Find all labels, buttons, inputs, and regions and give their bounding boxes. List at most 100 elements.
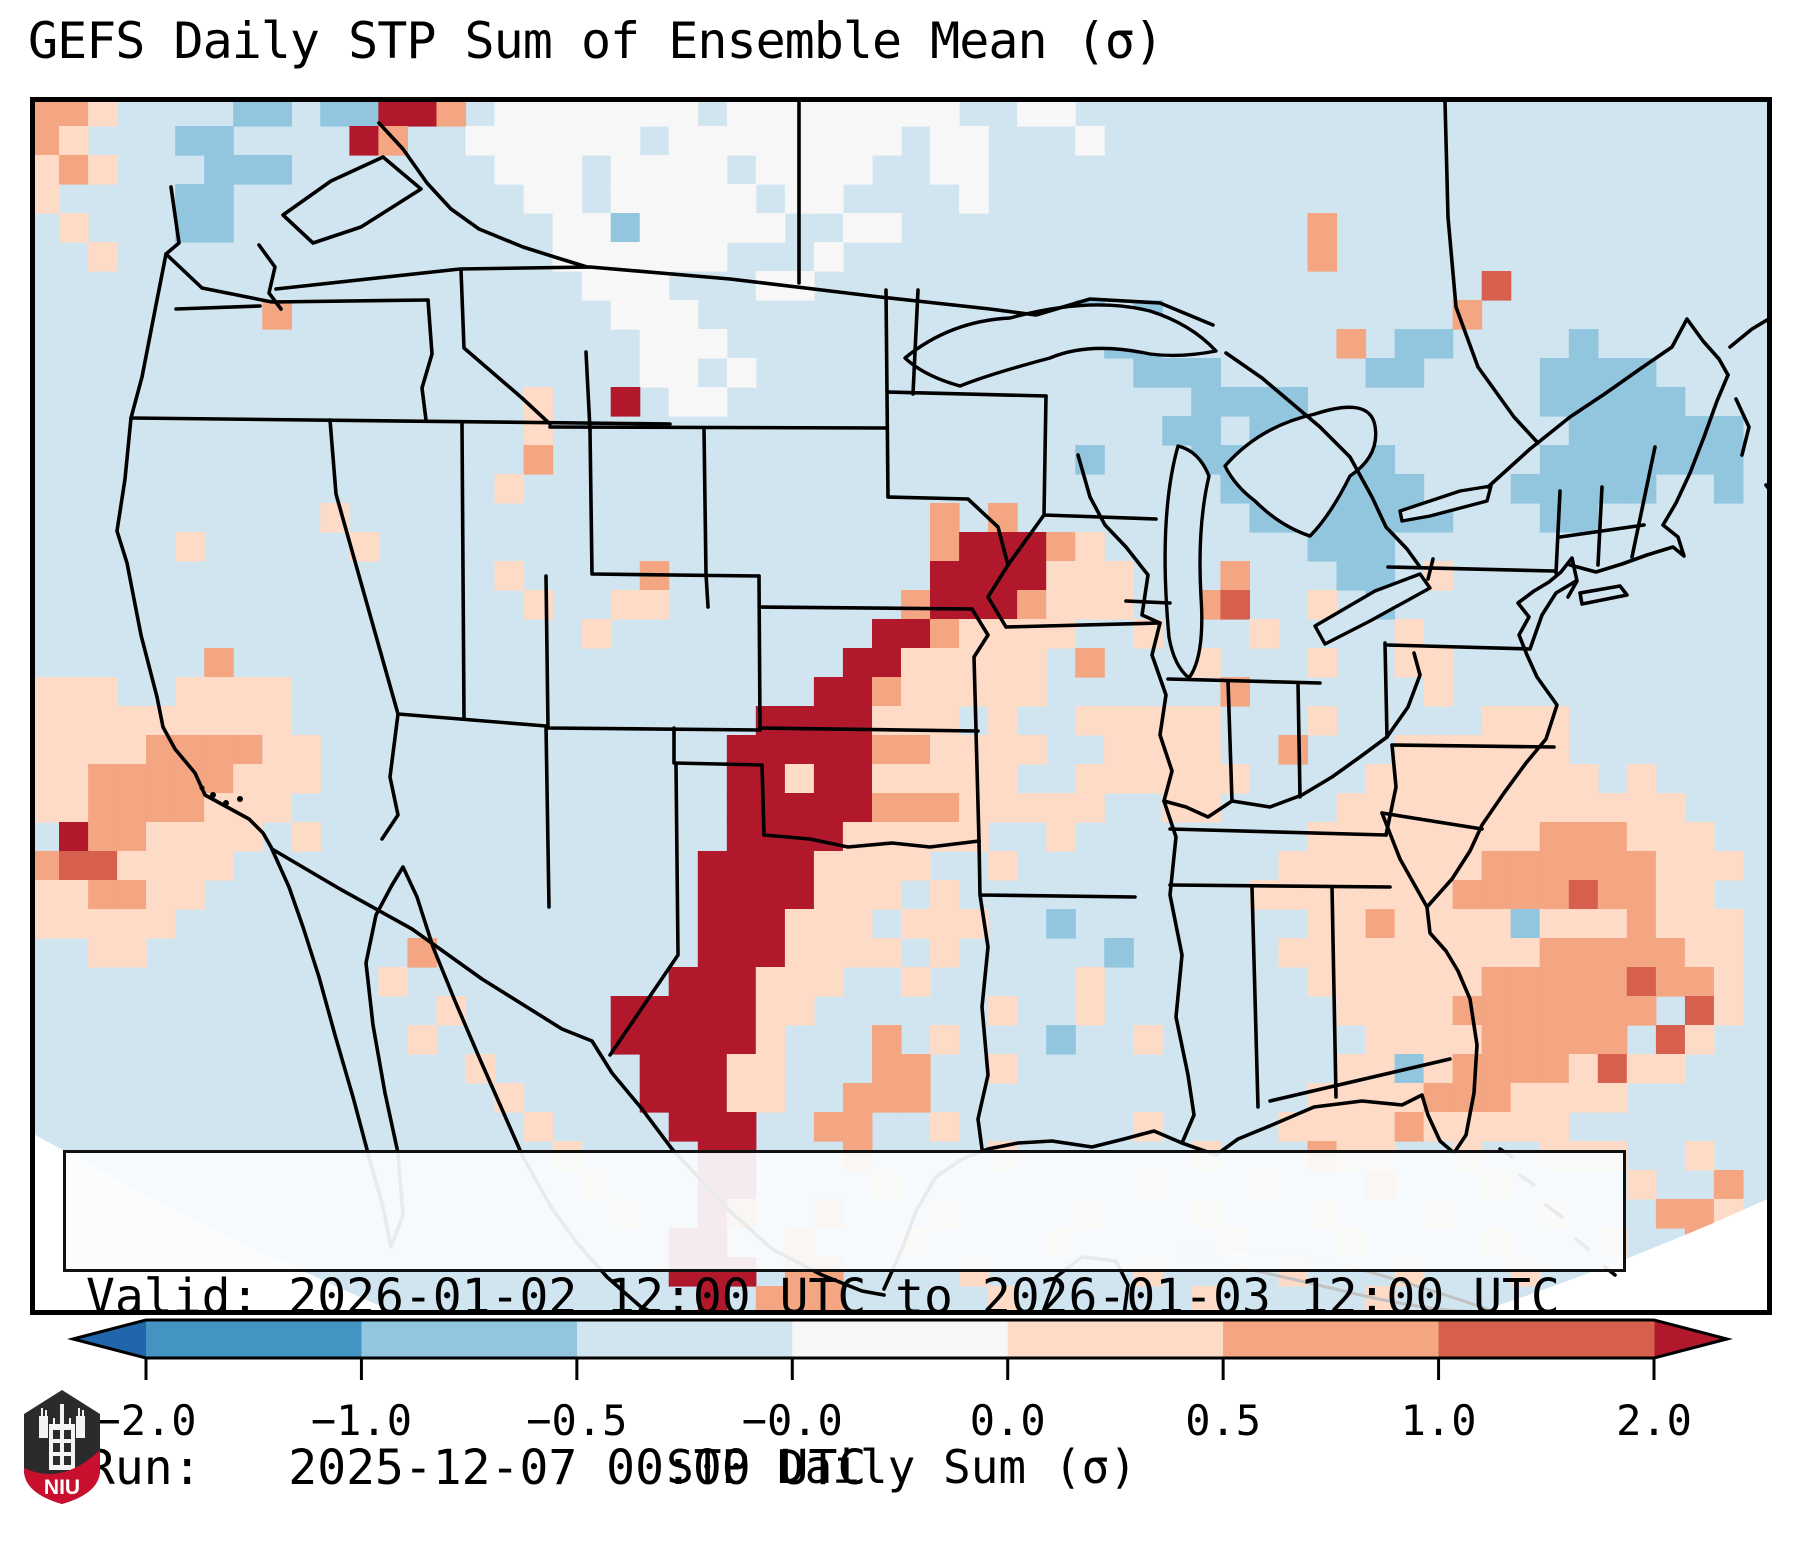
stp-cell — [901, 1054, 931, 1084]
stp-cell — [842, 1083, 873, 1113]
stp-cell — [784, 880, 815, 910]
stp-cell — [1539, 793, 1570, 823]
stp-cell — [930, 155, 960, 185]
stp-cell — [1336, 880, 1367, 910]
stp-cell — [726, 1025, 757, 1055]
state-line-tx-la — [976, 839, 1137, 1151]
stp-cell — [88, 706, 118, 736]
stp-cell — [1481, 1025, 1512, 1055]
stp-cell — [1046, 619, 1076, 649]
state-line-in-oh — [1166, 641, 1389, 799]
stp-cell — [1423, 677, 1454, 707]
stp-cell — [1626, 851, 1657, 881]
stp-cell — [1510, 851, 1541, 881]
stp-cell — [726, 1083, 757, 1113]
stp-cell — [1336, 1083, 1367, 1113]
stp-cell — [639, 242, 670, 272]
us-canada-border-lakes — [1224, 351, 1422, 569]
stp-cell — [639, 1083, 670, 1113]
stp-cell — [552, 184, 583, 214]
stp-cell — [842, 793, 873, 823]
stp-cell — [813, 735, 844, 765]
stp-cell — [610, 184, 641, 214]
colorbar-segment — [576, 1320, 793, 1358]
stp-cell — [755, 793, 786, 823]
stp-cell — [988, 677, 1018, 707]
colorbar — [67, 1318, 1733, 1380]
stp-cell — [1568, 880, 1599, 910]
stp-cell — [872, 822, 902, 852]
stp-cell — [668, 1025, 699, 1055]
stp-cell — [901, 677, 931, 707]
stp-cell — [407, 1025, 437, 1055]
stp-cell — [581, 619, 612, 649]
stp-cell — [1365, 996, 1396, 1026]
stp-cell — [523, 184, 554, 214]
stp-cell — [1075, 793, 1105, 823]
stp-cell — [988, 648, 1018, 678]
stp-cell — [1481, 880, 1512, 910]
stp-cell — [1046, 822, 1076, 852]
stp-cell — [668, 300, 699, 330]
stp-cell — [523, 445, 554, 475]
stp-cell — [1568, 909, 1599, 939]
state-line-tx-nm — [608, 763, 680, 1057]
stp-cell — [813, 880, 844, 910]
stp-cell — [1307, 822, 1338, 852]
stp-cell — [1597, 967, 1628, 997]
stp-cell — [262, 155, 292, 185]
stp-cell — [1336, 967, 1367, 997]
stp-cell — [901, 735, 931, 765]
bay-of-fundy — [1734, 397, 1751, 457]
stp-cell — [1423, 851, 1454, 881]
stp-cell — [959, 735, 989, 765]
stp-cell — [1075, 706, 1105, 736]
stp-cell — [988, 793, 1018, 823]
stp-cell — [1539, 1054, 1570, 1084]
stp-cell — [88, 938, 118, 968]
stp-cell — [1307, 242, 1338, 272]
us-canada-border-west — [274, 265, 1215, 327]
stp-cell — [378, 967, 408, 997]
stp-cell — [697, 155, 728, 185]
gulf-atlantic-coast — [882, 556, 1579, 1291]
stp-cell — [726, 851, 757, 881]
state-line-ok-panhandle — [672, 726, 766, 837]
stp-cell — [1510, 909, 1541, 939]
stp-cell — [1655, 1025, 1686, 1055]
stp-cell — [1423, 648, 1454, 678]
stp-cell — [175, 677, 205, 707]
valid-run-infobox: Valid: 2026-01-02 12:00 UTC to 2026-01-0… — [63, 1150, 1626, 1496]
colorbar-tick-label: −0.0 — [741, 1396, 843, 1445]
stp-cell — [204, 677, 234, 707]
stp-cell — [291, 764, 321, 794]
stp-cell — [1394, 909, 1425, 939]
stp-cell — [813, 126, 844, 156]
stp-cell — [872, 735, 902, 765]
stp-cell — [1104, 764, 1134, 794]
stp-cell — [1539, 996, 1570, 1026]
stp-cell — [610, 242, 641, 272]
stp-cell — [1336, 909, 1367, 939]
stp-cell — [1510, 880, 1541, 910]
stp-cell — [1568, 1025, 1599, 1055]
stp-cell — [639, 590, 670, 620]
stp-cell — [901, 648, 931, 678]
stp-cell — [842, 126, 873, 156]
stp-cell — [610, 387, 641, 417]
stp-cell — [59, 155, 89, 185]
stp-cell — [726, 822, 757, 852]
stp-cell — [1597, 1054, 1628, 1084]
stp-cell — [1394, 822, 1425, 852]
stp-cell — [1510, 793, 1541, 823]
stp-cell — [59, 851, 89, 881]
stp-cell — [1394, 1025, 1425, 1055]
coastlines-and-borders — [115, 99, 1772, 1315]
stp-cell — [1336, 329, 1367, 359]
stp-cell — [1539, 1112, 1570, 1142]
stp-cell — [1481, 735, 1512, 765]
stp-cell — [872, 880, 902, 910]
stp-cell — [1104, 706, 1134, 736]
stp-cell — [1481, 822, 1512, 852]
stp-cell — [204, 822, 234, 852]
